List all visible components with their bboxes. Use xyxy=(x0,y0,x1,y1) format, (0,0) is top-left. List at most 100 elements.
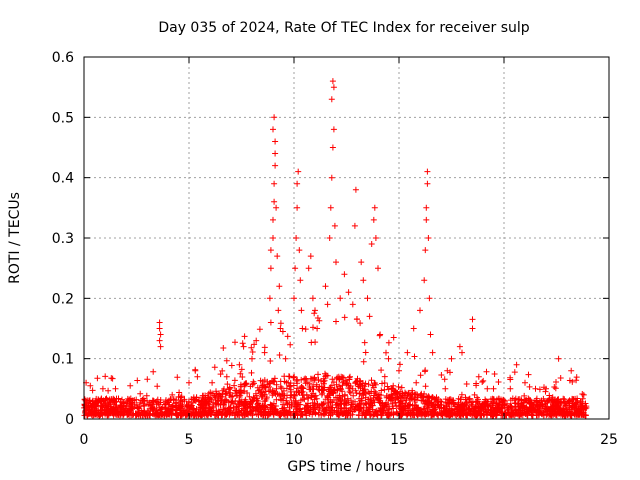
data-point xyxy=(286,373,293,380)
data-point xyxy=(216,395,222,402)
data-point xyxy=(249,396,256,403)
data-point xyxy=(157,407,164,413)
data-point xyxy=(337,405,344,412)
y-tick-label: 0.5 xyxy=(52,110,74,126)
data-point xyxy=(266,295,273,302)
data-point xyxy=(469,325,476,332)
data-point xyxy=(357,320,364,327)
data-point xyxy=(269,392,276,399)
data-point xyxy=(473,382,480,389)
data-point xyxy=(270,216,276,223)
data-point xyxy=(420,397,427,404)
data-point xyxy=(173,404,180,411)
data-point xyxy=(134,377,141,384)
data-point xyxy=(490,396,497,403)
data-point xyxy=(119,399,126,406)
data-point xyxy=(260,409,267,416)
data-point xyxy=(550,398,557,405)
data-point xyxy=(177,412,184,419)
data-point xyxy=(267,380,274,386)
data-point xyxy=(349,301,356,308)
data-point xyxy=(195,408,202,415)
data-point xyxy=(573,405,580,412)
data-point xyxy=(568,367,575,374)
data-point xyxy=(297,405,304,412)
data-point xyxy=(561,396,568,403)
data-point xyxy=(90,409,97,416)
data-point xyxy=(261,344,268,351)
data-point xyxy=(174,374,181,381)
data-point xyxy=(205,401,212,408)
data-point xyxy=(89,387,96,394)
y-tick-label: 0.1 xyxy=(52,352,74,368)
data-point xyxy=(518,396,525,403)
data-point xyxy=(552,385,559,392)
data-point xyxy=(480,403,487,410)
data-point xyxy=(310,324,316,331)
data-point xyxy=(463,410,470,417)
data-point xyxy=(172,400,179,407)
data-point xyxy=(557,375,564,381)
data-point xyxy=(321,411,328,418)
data-point xyxy=(327,409,334,416)
data-point xyxy=(271,180,278,187)
data-point xyxy=(334,394,341,401)
data-point xyxy=(276,283,283,290)
data-point xyxy=(531,399,538,406)
data-point xyxy=(226,392,233,399)
data-point xyxy=(112,403,119,410)
data-point xyxy=(421,368,428,375)
data-point xyxy=(414,405,421,412)
data-point xyxy=(364,295,371,302)
data-point xyxy=(311,393,318,399)
data-point xyxy=(97,410,104,417)
data-point xyxy=(261,377,268,384)
data-point xyxy=(346,388,353,395)
data-point xyxy=(86,409,93,416)
y-tick-label: 0 xyxy=(65,412,74,428)
data-point xyxy=(507,374,514,381)
data-point xyxy=(542,405,549,412)
data-point xyxy=(177,398,184,405)
data-point xyxy=(574,395,581,402)
data-point xyxy=(249,381,256,388)
data-point xyxy=(240,343,247,350)
data-point xyxy=(129,397,136,404)
data-point xyxy=(353,316,360,323)
data-point xyxy=(273,204,280,211)
data-point xyxy=(459,349,465,356)
data-point xyxy=(415,411,421,418)
data-point xyxy=(105,403,112,410)
data-point xyxy=(194,373,201,380)
data-point xyxy=(330,84,337,91)
data-point xyxy=(302,326,309,333)
data-point xyxy=(536,399,543,406)
data-point xyxy=(329,376,336,383)
data-point xyxy=(290,374,297,381)
data-point xyxy=(164,399,171,406)
data-point xyxy=(222,396,229,403)
data-point xyxy=(271,114,278,121)
data-point xyxy=(271,198,278,205)
data-point xyxy=(87,382,94,389)
data-point xyxy=(238,399,245,406)
data-point xyxy=(379,400,386,407)
data-point xyxy=(397,361,403,368)
data-point xyxy=(293,235,300,241)
data-point xyxy=(385,412,392,419)
data-point xyxy=(582,400,589,407)
data-point xyxy=(294,385,301,392)
data-point xyxy=(328,174,335,181)
data-point xyxy=(248,369,255,376)
data-point xyxy=(248,344,255,351)
data-point xyxy=(304,379,311,386)
data-point xyxy=(259,392,266,399)
data-point xyxy=(569,378,576,385)
data-point xyxy=(395,383,402,390)
data-point xyxy=(294,180,301,187)
data-point xyxy=(339,374,346,381)
data-point xyxy=(433,394,440,401)
data-point xyxy=(506,404,513,411)
data-point xyxy=(320,380,327,387)
data-point xyxy=(286,383,293,390)
